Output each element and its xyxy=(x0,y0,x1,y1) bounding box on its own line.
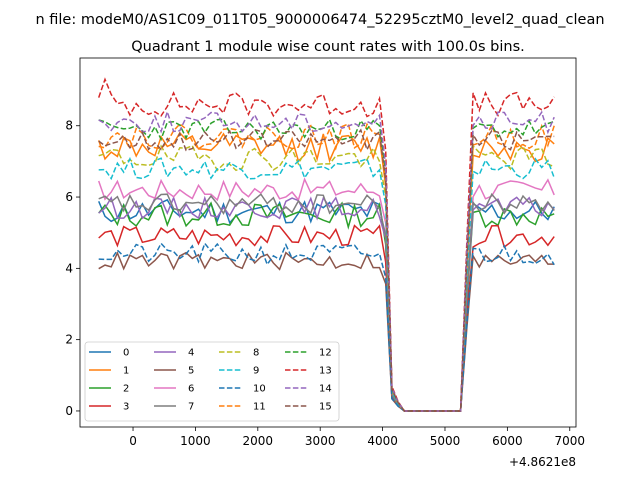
y-tick-label: 0 xyxy=(65,404,73,418)
series-line-12 xyxy=(98,118,555,412)
legend-label-7: 7 xyxy=(188,402,194,413)
x-tick-label: 7000 xyxy=(554,434,585,448)
x-axis-ticks: 0 1000 2000 3000 4000 5000 6000 7000 xyxy=(129,427,585,448)
series-line-5 xyxy=(98,251,555,412)
plot-frame xyxy=(79,57,577,428)
series-line-6 xyxy=(97,177,555,412)
x-tick-label: 6000 xyxy=(492,434,523,448)
legend-label-15: 15 xyxy=(319,402,332,413)
figure-suptitle: n file: modeM0/AS1C09_011T05_9000006474_… xyxy=(35,12,604,28)
legend-label-13: 13 xyxy=(319,366,332,377)
legend-label-9: 9 xyxy=(253,366,259,377)
legend-frame xyxy=(84,341,340,422)
legend-label-10: 10 xyxy=(253,384,266,395)
y-tick-label: 4 xyxy=(65,261,73,275)
legend-label-4: 4 xyxy=(188,348,194,359)
series-line-3 xyxy=(98,224,555,412)
x-tick-label: 5000 xyxy=(430,434,461,448)
series-line-1 xyxy=(97,131,555,412)
y-tick-label: 2 xyxy=(65,333,73,347)
legend-label-1: 1 xyxy=(123,366,129,377)
legend-label-8: 8 xyxy=(253,348,259,359)
y-tick-label: 8 xyxy=(65,119,73,133)
series-line-9 xyxy=(98,156,555,412)
legend-label-5: 5 xyxy=(188,366,194,377)
x-tick-label: 2000 xyxy=(243,434,274,448)
chart-title: Quadrant 1 module wise count rates with … xyxy=(131,39,525,55)
legend-label-2: 2 xyxy=(123,384,129,395)
legend-label-6: 6 xyxy=(188,384,194,395)
axes-layer xyxy=(79,57,577,428)
legend-label-0: 0 xyxy=(123,348,129,359)
x-axis-offset-label: +4.8621e8 xyxy=(509,455,576,469)
x-tick-label: 4000 xyxy=(367,434,398,448)
series-layer xyxy=(97,77,555,412)
legend-label-14: 14 xyxy=(319,384,332,395)
legend-label-12: 12 xyxy=(319,348,332,359)
y-tick-label: 6 xyxy=(65,190,73,204)
series-line-7 xyxy=(98,192,555,412)
series-line-14 xyxy=(98,109,555,412)
legend-label-3: 3 xyxy=(123,402,129,413)
series-line-13 xyxy=(97,77,555,412)
legend-label-11: 11 xyxy=(253,402,266,413)
x-tick-label: 1000 xyxy=(180,434,211,448)
x-tick-label: 3000 xyxy=(305,434,336,448)
series-line-10 xyxy=(98,241,555,412)
x-tick-label: 0 xyxy=(129,434,137,448)
y-axis-ticks: 0 2 4 6 8 xyxy=(65,119,80,418)
series-line-8 xyxy=(98,144,555,412)
